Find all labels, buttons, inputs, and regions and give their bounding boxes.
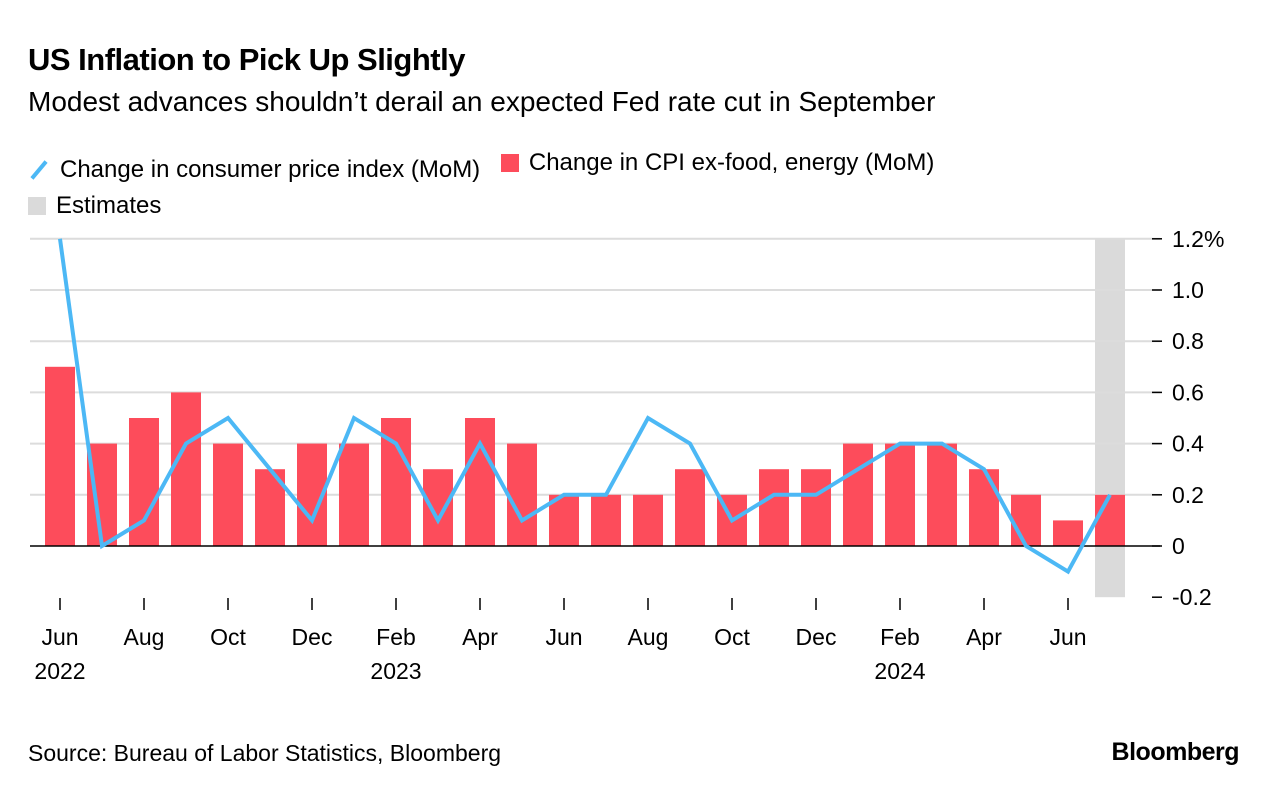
line-cpi bbox=[58, 238, 1112, 575]
bar-core-cpi bbox=[591, 494, 621, 546]
bar-core-cpi bbox=[759, 469, 789, 546]
legend-label: Estimates bbox=[56, 192, 162, 219]
y-tick-label: 0 bbox=[1172, 533, 1185, 559]
bar-core-cpi bbox=[885, 443, 915, 546]
legend-item-estimates: Estimates bbox=[28, 188, 161, 224]
bar-core-cpi bbox=[507, 443, 537, 546]
bar-core-cpi bbox=[549, 494, 579, 546]
bar-core-cpi bbox=[45, 366, 75, 546]
bar-core-cpi bbox=[843, 443, 873, 546]
x-tick-label: Apr bbox=[966, 624, 1002, 650]
legend: Change in consumer price index (MoM) Cha… bbox=[28, 145, 1228, 226]
bar-core-cpi bbox=[213, 443, 243, 546]
bar-core-cpi bbox=[1011, 494, 1041, 546]
x-tick-label: Feb bbox=[376, 624, 416, 650]
y-tick-label: -0.2 bbox=[1172, 584, 1212, 610]
y-tick-label: 0.4 bbox=[1172, 431, 1204, 457]
x-year-label: 2024 bbox=[874, 658, 925, 684]
bar-core-cpi bbox=[339, 443, 369, 546]
x-tick-label: Jun bbox=[41, 624, 78, 650]
bar-core-cpi bbox=[1095, 494, 1125, 546]
x-tick-label: Aug bbox=[124, 624, 165, 650]
bar-core-cpi bbox=[675, 469, 705, 546]
legend-item-cpi: Change in consumer price index (MoM) bbox=[28, 152, 480, 188]
bar-core-cpi bbox=[801, 469, 831, 546]
bar-swatch-icon bbox=[500, 154, 519, 172]
bar-core-cpi bbox=[969, 469, 999, 546]
legend-label: Change in CPI ex-food, energy (MoM) bbox=[528, 149, 935, 176]
x-tick-label: Oct bbox=[714, 624, 750, 650]
x-tick-label: Aug bbox=[628, 624, 669, 650]
x-tick-label: Dec bbox=[292, 624, 333, 650]
x-tick-label: Oct bbox=[210, 624, 246, 650]
y-tick-label: 1.0 bbox=[1172, 277, 1204, 303]
bar-core-cpi bbox=[465, 418, 495, 546]
x-tick-label: Dec bbox=[796, 624, 837, 650]
legend-item-core: Change in CPI ex-food, energy (MoM) bbox=[500, 145, 935, 181]
chart-title: US Inflation to Pick Up Slightly bbox=[28, 42, 465, 77]
x-year-label: 2023 bbox=[370, 658, 421, 684]
bar-core-cpi bbox=[171, 392, 201, 546]
bar-core-cpi bbox=[1053, 520, 1083, 546]
bar-core-cpi bbox=[423, 469, 453, 546]
y-tick-label: 0.6 bbox=[1172, 379, 1204, 405]
source-note: Source: Bureau of Labor Statistics, Bloo… bbox=[28, 740, 502, 766]
chart-subtitle: Modest advances shouldn’t derail an expe… bbox=[28, 86, 936, 117]
x-tick-label: Apr bbox=[462, 624, 498, 650]
legend-label: Change in consumer price index (MoM) bbox=[60, 156, 481, 183]
x-tick-label: Jun bbox=[545, 624, 582, 650]
x-tick-label: Feb bbox=[880, 624, 920, 650]
bar-core-cpi bbox=[927, 443, 957, 546]
bar-core-cpi bbox=[633, 494, 663, 546]
x-year-label: 2022 bbox=[34, 658, 85, 684]
y-tick-label: 0.2 bbox=[1172, 482, 1204, 508]
estimates-swatch-icon bbox=[28, 197, 46, 215]
bloomberg-logo: Bloomberg bbox=[1111, 738, 1240, 766]
x-tick-label: Jun bbox=[1049, 624, 1086, 650]
y-tick-label: 1.2% bbox=[1172, 226, 1224, 252]
y-tick-label: 0.8 bbox=[1172, 328, 1204, 354]
